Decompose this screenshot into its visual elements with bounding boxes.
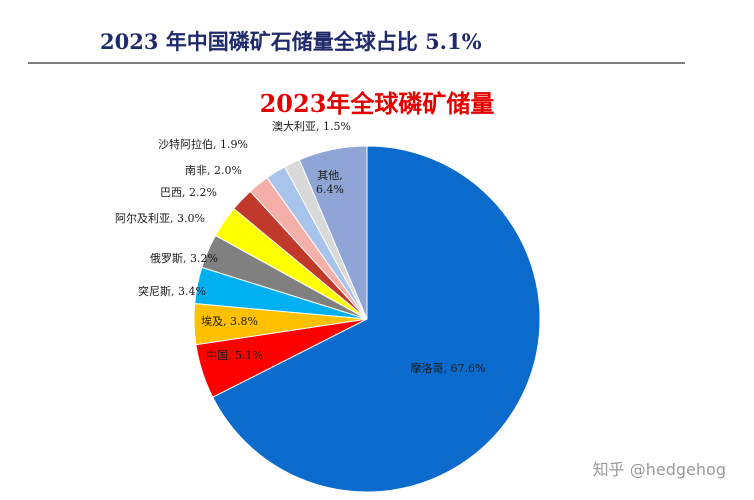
- watermark: 知乎 @hedgehog: [592, 460, 726, 479]
- slice-label-6: 巴西, 2.2%: [160, 186, 217, 199]
- slice-label-4: 俄罗斯, 3.2%: [150, 252, 218, 265]
- title-divider: [28, 62, 685, 64]
- slice-label-2: 埃及, 3.8%: [201, 314, 258, 328]
- slice-label-7: 南非, 2.0%: [185, 164, 242, 177]
- chart-title: 2023年全球磷矿储量: [259, 89, 495, 118]
- slice-label-3: 突尼斯, 3.4%: [138, 284, 206, 298]
- slice-label-9: 澳大利亚, 1.5%: [272, 119, 351, 133]
- slice-label-0: 摩洛哥, 67.6%: [411, 361, 486, 375]
- slice-label-1: 中国, 5.1%: [206, 349, 263, 362]
- pie-slice-10: [298, 145, 368, 320]
- slide-title: 2023 年中国磷矿石储量全球占比 5.1%: [100, 29, 482, 54]
- slice-label-8: 沙特阿拉伯, 1.9%: [158, 137, 248, 151]
- slice-label-5: 阿尔及利亚, 3.0%: [115, 212, 205, 225]
- slice-label-10: 其他, 6.4%: [316, 169, 344, 196]
- pie-slice-0: [212, 145, 541, 493]
